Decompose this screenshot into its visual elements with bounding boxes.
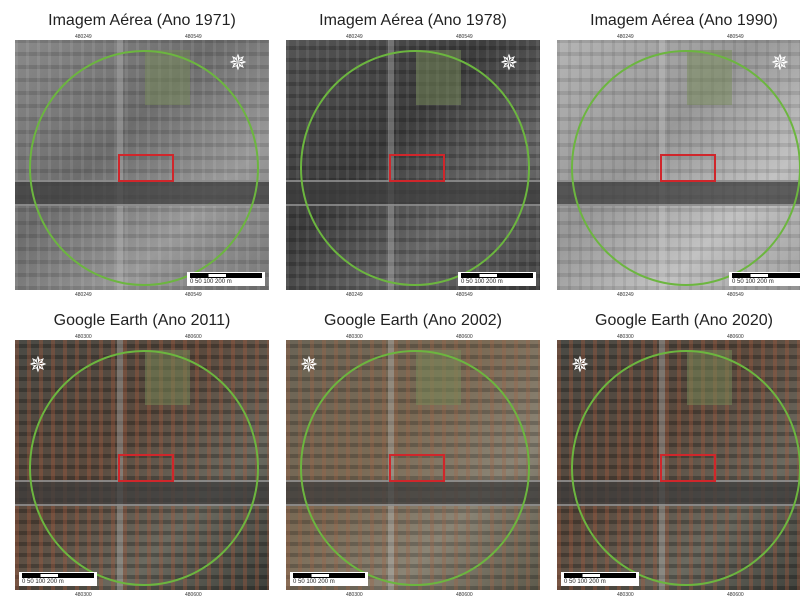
scale-label: 0 50 100 200 m [564, 579, 606, 585]
aerial-image: ✵ 0 50 100 200 m [286, 40, 540, 290]
coordinate-label: 480549 [456, 292, 473, 298]
panel-title: Google Earth (Ano 2011) [53, 312, 231, 329]
scale-label: 0 50 100 200 m [190, 279, 232, 285]
map-panel: Google Earth (Ano 2020) ✵ 0 50 100 200 m… [557, 312, 800, 602]
panel-title: Google Earth (Ano 2002) [324, 312, 502, 329]
scale-bar: 0 50 100 200 m [729, 272, 800, 286]
coordinate-label: 480549 [185, 34, 202, 40]
panel-title: Imagem Aérea (Ano 1990) [590, 12, 778, 29]
coordinate-label: 480549 [185, 292, 202, 298]
scale-bar: 0 50 100 200 m [290, 572, 368, 586]
buffer-circle [29, 350, 259, 586]
map-panel: Google Earth (Ano 2011) ✵ 0 50 100 200 m… [15, 312, 269, 602]
aerial-image: ✵ 0 50 100 200 m [557, 340, 800, 590]
coordinate-label: 480600 [456, 592, 473, 598]
scale-bar: 0 50 100 200 m [458, 272, 536, 286]
coordinate-label: 480300 [75, 334, 92, 340]
coordinate-label: 480249 [617, 292, 634, 298]
coordinate-label: 480249 [346, 34, 363, 40]
map-panel: Imagem Aérea (Ano 1978) ✵ 0 50 100 200 m… [286, 12, 540, 302]
coordinate-label: 480300 [617, 334, 634, 340]
buffer-circle [29, 50, 259, 286]
map-panel: Imagem Aérea (Ano 1971) ✵ 0 50 100 200 m… [15, 12, 269, 302]
scale-bar: 0 50 100 200 m [187, 272, 265, 286]
aerial-image: ✵ 0 50 100 200 m [557, 40, 800, 290]
coordinate-label: 480249 [75, 34, 92, 40]
scale-label: 0 50 100 200 m [461, 279, 503, 285]
coordinate-label: 480549 [727, 34, 744, 40]
panel-title: Imagem Aérea (Ano 1971) [48, 12, 236, 29]
compass-rose-icon: ✵ [499, 50, 519, 75]
study-site-rectangle [118, 154, 174, 182]
coordinate-label: 480249 [75, 292, 92, 298]
scale-label: 0 50 100 200 m [293, 579, 335, 585]
coordinate-label: 480249 [617, 34, 634, 40]
scale-label: 0 50 100 200 m [22, 579, 64, 585]
study-site-rectangle [118, 454, 174, 482]
study-site-rectangle [660, 154, 716, 182]
scale-label: 0 50 100 200 m [732, 279, 774, 285]
panel-title: Google Earth (Ano 2020) [595, 312, 773, 329]
scale-bar: 0 50 100 200 m [19, 572, 97, 586]
study-site-rectangle [660, 454, 716, 482]
coordinate-label: 480300 [617, 592, 634, 598]
map-panel: Google Earth (Ano 2002) ✵ 0 50 100 200 m… [286, 312, 540, 602]
aerial-image: ✵ 0 50 100 200 m [15, 40, 269, 290]
study-site-rectangle [389, 454, 445, 482]
coordinate-label: 480600 [727, 592, 744, 598]
aerial-image: ✵ 0 50 100 200 m [286, 340, 540, 590]
coordinate-label: 480300 [75, 592, 92, 598]
coordinate-label: 480600 [185, 334, 202, 340]
coordinate-label: 480549 [727, 292, 744, 298]
coordinate-label: 480549 [456, 34, 473, 40]
aerial-image: ✵ 0 50 100 200 m [15, 340, 269, 590]
panel-title: Imagem Aérea (Ano 1978) [319, 12, 507, 29]
compass-rose-icon: ✵ [299, 352, 319, 377]
coordinate-label: 480300 [346, 334, 363, 340]
study-site-rectangle [389, 154, 445, 182]
scale-bar: 0 50 100 200 m [561, 572, 639, 586]
map-panel: Imagem Aérea (Ano 1990) ✵ 0 50 100 200 m… [557, 12, 800, 302]
compass-rose-icon: ✵ [228, 50, 248, 75]
compass-rose-icon: ✵ [570, 352, 590, 377]
buffer-circle [300, 350, 530, 586]
coordinate-label: 480600 [185, 592, 202, 598]
compass-rose-icon: ✵ [770, 50, 790, 75]
coordinate-label: 480600 [727, 334, 744, 340]
buffer-circle [300, 50, 530, 286]
coordinate-label: 480600 [456, 334, 473, 340]
coordinate-label: 480249 [346, 292, 363, 298]
coordinate-label: 480300 [346, 592, 363, 598]
compass-rose-icon: ✵ [28, 352, 48, 377]
